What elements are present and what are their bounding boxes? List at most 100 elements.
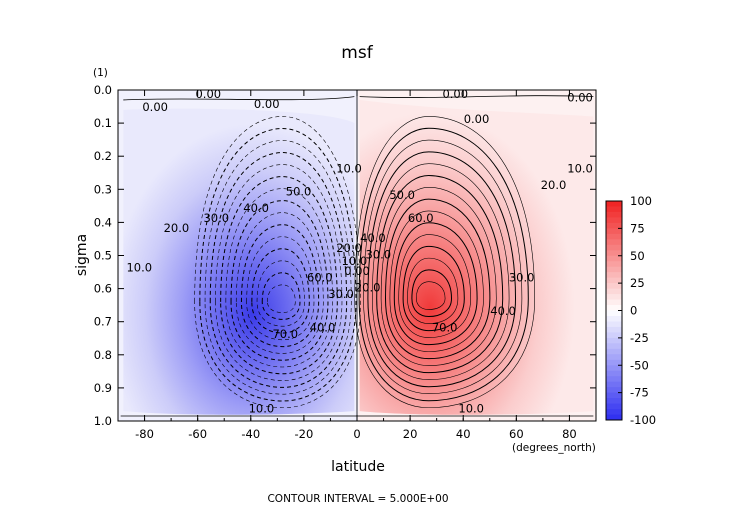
colorbar-tick-label: 25 bbox=[630, 276, 645, 290]
southern-cell-contour bbox=[246, 236, 315, 341]
x-axis-label: latitude bbox=[331, 459, 385, 475]
y-tick-label: 0.3 bbox=[94, 182, 112, 196]
x-tick-label: 60 bbox=[509, 427, 524, 441]
northern-cell-contour bbox=[384, 198, 491, 360]
southern-cell-contour bbox=[240, 224, 320, 348]
y-tick-label: 1.0 bbox=[94, 414, 112, 428]
northern-cell-contour bbox=[371, 163, 510, 380]
y-tick-label: 0.4 bbox=[94, 215, 112, 229]
colorbar-tick-label: -50 bbox=[630, 358, 649, 372]
colorbar-tick-label: 50 bbox=[630, 249, 645, 263]
southern-cell-contour bbox=[230, 200, 329, 361]
colorbar-swatch bbox=[606, 398, 622, 405]
y-tick-label: 0.8 bbox=[94, 348, 112, 362]
contour-label: 50.0 bbox=[286, 185, 312, 199]
contour-label: 60.0 bbox=[307, 271, 333, 285]
southern-cell-contour bbox=[251, 248, 310, 334]
colorbar-swatch bbox=[606, 348, 622, 355]
northern-cell-contour bbox=[376, 174, 504, 374]
contour-label: 30.0 bbox=[203, 211, 229, 225]
colorbar-swatch bbox=[606, 261, 622, 268]
colorbar-swatch bbox=[606, 414, 622, 421]
southern-cell-contour bbox=[261, 272, 301, 320]
colorbar-swatch bbox=[606, 239, 622, 246]
contour-label: 10.0 bbox=[126, 261, 152, 275]
contour-label: 30.0 bbox=[365, 248, 391, 262]
contour-label: 0.00 bbox=[254, 97, 280, 111]
y-tick-label: 0.6 bbox=[94, 282, 112, 296]
y-tick-label: 0.9 bbox=[94, 381, 112, 395]
x-tick-label: -60 bbox=[188, 427, 207, 441]
contour-label: 10.0 bbox=[567, 161, 593, 175]
colorbar-swatch bbox=[606, 310, 622, 317]
colorbar-swatch bbox=[606, 376, 622, 383]
colorbar-swatch bbox=[606, 222, 622, 229]
colorbar-swatch bbox=[606, 299, 622, 306]
northern-cell-contour bbox=[398, 234, 472, 338]
northern-cell-contour bbox=[415, 281, 446, 310]
colorbar-tick-label: 0 bbox=[630, 304, 637, 318]
contour-label: 70.0 bbox=[272, 327, 298, 341]
colorbar-swatch bbox=[606, 233, 622, 240]
x-tick-label: -20 bbox=[294, 427, 313, 441]
colorbar-swatch bbox=[606, 211, 622, 218]
zero-contour bbox=[120, 90, 594, 421]
colorbar-swatch bbox=[606, 288, 622, 295]
x-tick-label: -80 bbox=[135, 427, 154, 441]
contour-label: 10.0 bbox=[458, 401, 484, 415]
contour-label: 10.0 bbox=[342, 254, 368, 268]
colorbar-swatch bbox=[606, 217, 622, 224]
colorbar-swatch bbox=[606, 277, 622, 284]
colorbar-swatch bbox=[606, 206, 622, 213]
y-axis-label: sigma bbox=[74, 234, 90, 276]
colorbar-swatch bbox=[606, 370, 622, 377]
plot-area bbox=[118, 90, 596, 421]
x-tick-label: -40 bbox=[241, 427, 260, 441]
x-tick-label: 40 bbox=[456, 427, 471, 441]
southern-cell-contour bbox=[267, 284, 296, 313]
northern-cell-contour bbox=[358, 127, 529, 402]
y-tick-label: 0.0 bbox=[94, 83, 112, 97]
contour-label: 40.0 bbox=[360, 231, 386, 245]
colorbar-swatch bbox=[606, 403, 622, 410]
colorbar-swatch bbox=[606, 381, 622, 388]
northern-cell-contour bbox=[393, 222, 478, 346]
northern-cell-contour bbox=[411, 269, 453, 318]
x-tick-label: 0 bbox=[353, 427, 360, 441]
southern-cell-contour bbox=[204, 140, 352, 395]
colorbar-swatch bbox=[606, 409, 622, 416]
colorbar-swatch bbox=[606, 201, 622, 207]
contour-label: 20.0 bbox=[336, 241, 362, 255]
colorbar-swatch bbox=[606, 305, 622, 311]
colorbar: 100 75 50 25 0 -25 -50 -75 -100 bbox=[605, 194, 656, 427]
northern-cell-contour bbox=[367, 151, 517, 388]
northern-cell-contour bbox=[380, 186, 497, 366]
y-tick-label: 0.2 bbox=[94, 149, 112, 163]
y-tick-label: 0.1 bbox=[94, 116, 112, 130]
southern-cell-contour bbox=[256, 260, 305, 327]
colorbar-tick-label: -100 bbox=[630, 413, 656, 427]
colorbar-tick-label: -75 bbox=[630, 386, 649, 400]
southern-cell-fill bbox=[123, 108, 355, 415]
southern-cell-contour bbox=[199, 128, 357, 402]
contour-label: 10.0 bbox=[249, 401, 275, 415]
colorbar-swatch bbox=[606, 343, 622, 350]
contour-label: 50.0 bbox=[389, 188, 415, 202]
colorbar-swatch bbox=[606, 266, 622, 273]
colorbar-swatch bbox=[606, 359, 622, 366]
northern-cell-fill bbox=[359, 99, 594, 415]
contour-label: 70.0 bbox=[432, 320, 458, 334]
colorbar-swatch bbox=[606, 354, 622, 361]
southern-cell-contour bbox=[235, 212, 324, 354]
colorbar-swatch bbox=[606, 244, 622, 251]
contour-label: 60.0 bbox=[408, 211, 434, 225]
colorbar-swatch bbox=[606, 272, 622, 279]
contour-label: 10.0 bbox=[336, 161, 362, 175]
colorbar-tick-label: 75 bbox=[630, 221, 645, 235]
colorbar-swatch bbox=[606, 326, 622, 333]
northern-cell-contour bbox=[407, 257, 459, 324]
x-tick-label: 20 bbox=[403, 427, 418, 441]
x-units: (degrees_north) bbox=[512, 442, 596, 454]
contour-interval-footer: CONTOUR INTERVAL = 5.000E+00 bbox=[267, 493, 448, 505]
